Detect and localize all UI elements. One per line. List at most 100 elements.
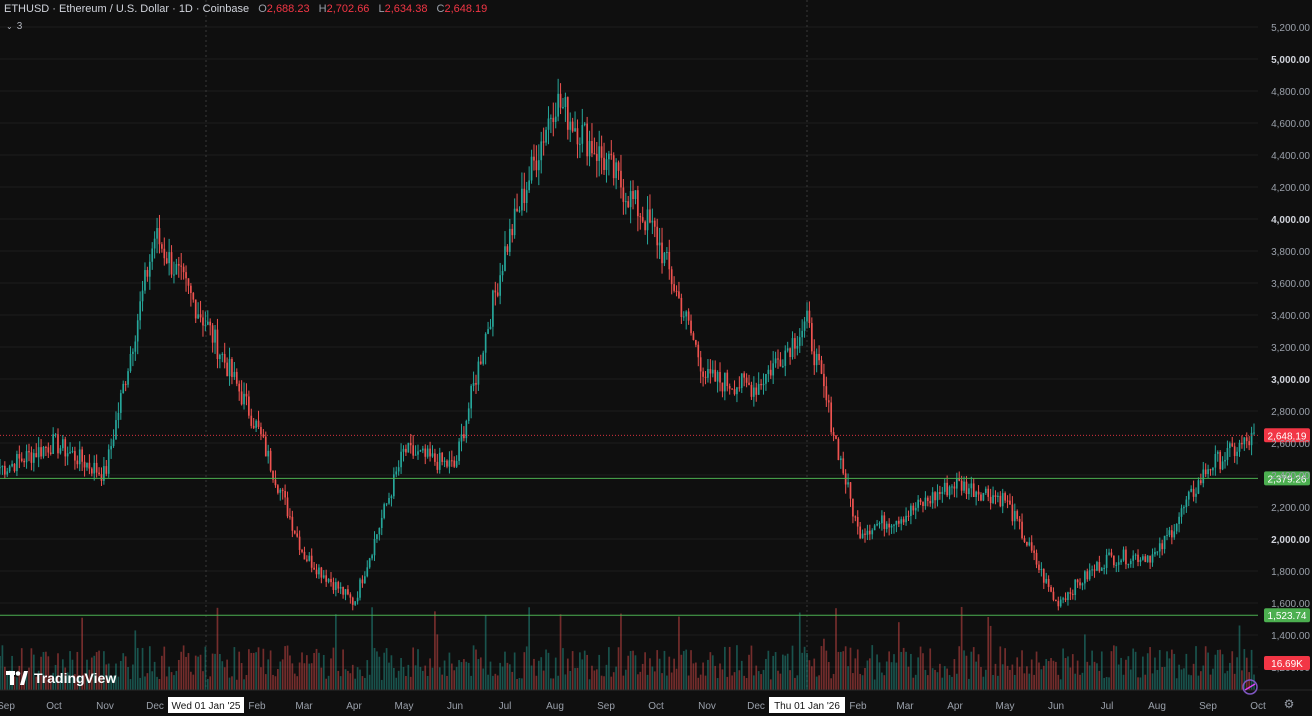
volume-bar xyxy=(450,663,453,690)
volume-bar xyxy=(680,654,683,690)
volume-bar xyxy=(49,675,52,690)
candle-body xyxy=(339,587,342,589)
volume-bar xyxy=(610,676,613,690)
volume-bar xyxy=(371,607,373,690)
candle-body xyxy=(736,387,738,395)
volume-bar xyxy=(117,676,120,690)
candle-body xyxy=(438,452,441,470)
candle-body xyxy=(1207,469,1209,475)
candle-body xyxy=(873,525,876,531)
candle-body xyxy=(895,520,898,525)
candle-body xyxy=(963,481,965,491)
x-axis-tick-label: Oct xyxy=(46,701,62,712)
volume-bar xyxy=(274,676,277,690)
candle-body xyxy=(724,372,726,392)
volume-bar xyxy=(917,657,919,690)
candle-body xyxy=(204,324,207,326)
volume-bar xyxy=(1166,651,1168,690)
candle-body xyxy=(322,575,325,578)
x-axis-tick-label: Dec xyxy=(146,701,164,712)
volume-bar xyxy=(801,652,804,690)
volume-bar xyxy=(0,655,1,690)
settings-icon[interactable]: ⚙ xyxy=(1283,697,1295,711)
volume-bar xyxy=(1079,674,1081,690)
candle-body xyxy=(383,504,386,518)
candle-body xyxy=(670,269,673,285)
volume-bar xyxy=(728,646,731,690)
volume-bar xyxy=(308,663,311,690)
candle-body xyxy=(796,345,799,349)
volume-bar xyxy=(615,666,617,690)
candle-body xyxy=(371,555,373,559)
candle-body xyxy=(1224,459,1226,462)
candle-body xyxy=(675,290,678,292)
candle-body xyxy=(361,579,364,584)
candle-body xyxy=(71,451,74,453)
volume-bar xyxy=(649,658,651,690)
volume-bar xyxy=(1100,651,1103,690)
volume-bar xyxy=(453,670,456,690)
candle-body xyxy=(1059,599,1062,607)
volume-bar xyxy=(803,646,806,690)
candle-body xyxy=(511,228,514,236)
candle-body xyxy=(547,118,550,130)
candle-body xyxy=(359,579,361,598)
candle-body xyxy=(245,393,248,397)
tradingview-logo[interactable]: TradingView xyxy=(6,670,116,686)
candle-body xyxy=(542,141,545,143)
x-axis-tick-label: Oct xyxy=(648,701,664,712)
volume-bar xyxy=(206,678,209,690)
compare-icon[interactable] xyxy=(1242,679,1258,695)
candle-body xyxy=(550,117,552,119)
candle-body xyxy=(0,467,1,469)
candle-body xyxy=(687,311,690,321)
volume-bar xyxy=(738,670,741,690)
volume-bar xyxy=(1021,650,1023,690)
volume-bar xyxy=(781,654,784,690)
volume-bar xyxy=(489,661,492,690)
volume-bar xyxy=(682,651,685,690)
candle-body xyxy=(107,449,110,474)
volume-bar xyxy=(593,670,596,690)
candle-body xyxy=(197,314,199,319)
volume-bar xyxy=(37,670,40,690)
candle-body xyxy=(658,242,661,246)
candle-body xyxy=(1030,542,1033,551)
candle-body xyxy=(977,491,980,495)
high-label: H xyxy=(318,3,327,15)
volume-bar xyxy=(910,653,912,690)
volume-bar xyxy=(390,655,393,690)
volume-bar xyxy=(248,649,250,690)
volume-bar xyxy=(1084,634,1086,690)
volume-bar xyxy=(173,675,175,690)
tradingview-logo-icon xyxy=(6,671,28,685)
candle-body xyxy=(624,201,627,203)
indicators-toggle[interactable]: ⌄ 3 xyxy=(6,21,22,32)
candle-body xyxy=(16,454,18,472)
volume-bar xyxy=(1231,651,1234,690)
candle-body xyxy=(579,143,581,145)
candle-body xyxy=(356,597,359,602)
volume-bar xyxy=(583,650,586,690)
candle-body xyxy=(1009,500,1011,505)
candle-body xyxy=(835,435,837,439)
candle-body xyxy=(794,338,796,349)
candle-body xyxy=(347,589,349,595)
volume-bar xyxy=(516,678,518,690)
symbol-legend[interactable]: ETHUSD · Ethereum / U.S. Dollar · 1D · C… xyxy=(4,3,487,15)
candle-body xyxy=(934,492,936,501)
candle-body xyxy=(832,432,835,436)
candle-body xyxy=(905,515,907,523)
volume-bar xyxy=(1212,668,1214,690)
volume-bar xyxy=(28,667,30,690)
volume-bar xyxy=(830,678,833,690)
volume-bar xyxy=(349,673,352,690)
volume-bar xyxy=(460,662,463,690)
candle-body xyxy=(1236,451,1238,457)
volume-bar xyxy=(588,679,591,690)
volume-bar xyxy=(129,679,132,690)
volume-bar xyxy=(968,678,970,690)
x-axis-tick-label: May xyxy=(996,701,1015,712)
volume-bar xyxy=(656,650,659,690)
